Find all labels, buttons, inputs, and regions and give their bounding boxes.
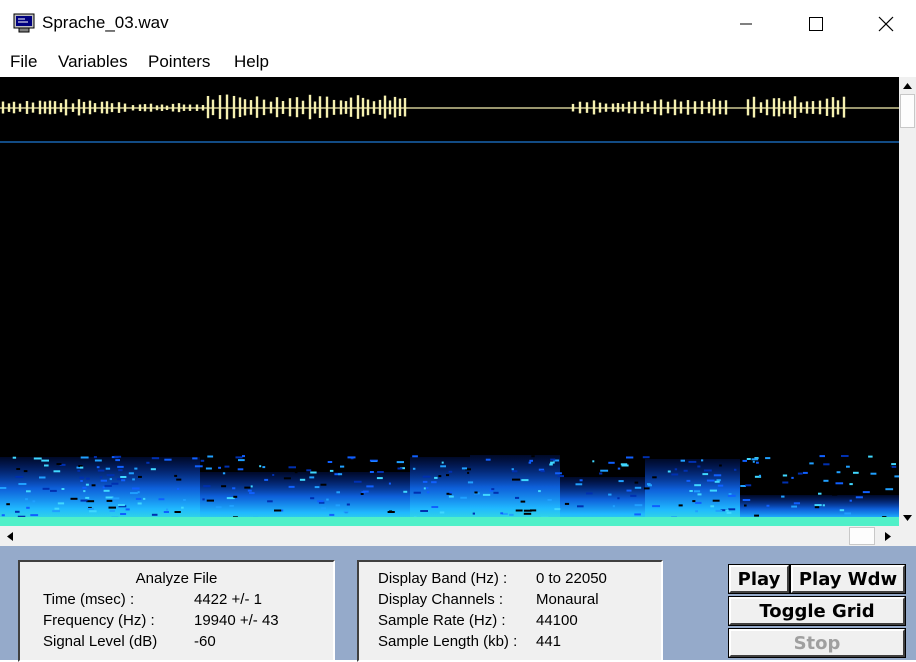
play-window-button[interactable]: Play Wdw [791,565,905,593]
display-channels-label: Display Channels : [378,591,503,608]
spectral-energy [0,455,899,526]
scroll-down-button[interactable] [899,509,916,526]
sample-rate-label: Sample Rate (Hz) : [378,612,506,629]
maximize-icon [808,16,824,32]
arrow-down-icon [903,515,912,521]
minimize-icon [739,17,753,31]
time-value: 4422 +/- 1 [194,591,262,608]
signal-level-value: -60 [194,633,216,650]
scroll-right-button[interactable] [876,526,899,546]
sample-length-label: Sample Length (kb) : [378,633,517,650]
display-info-panel: Display Band (Hz) : 0 to 22050 Display C… [357,560,663,662]
time-label: Time (msec) : [43,591,134,608]
waveform-trace [0,95,899,120]
frequency-label: Frequency (Hz) : [43,612,155,629]
app-monitor-icon [13,13,35,33]
window-title: Sprache_03.wav [42,13,169,33]
analyze-heading: Analyze File [20,570,333,587]
maximize-button[interactable] [792,0,840,47]
sample-rate-value: 44100 [536,612,578,629]
play-button[interactable]: Play [729,565,789,593]
toggle-grid-button[interactable]: Toggle Grid [729,597,905,625]
title-bar: Sprache_03.wav [0,0,916,47]
control-area: Analyze File Time (msec) : 4422 +/- 1 Fr… [0,546,916,660]
arrow-right-icon [885,532,891,541]
spectrogram-display[interactable] [0,77,899,526]
menu-pointers[interactable]: Pointers [148,52,210,72]
close-button[interactable] [862,0,910,47]
arrow-left-icon [7,532,13,541]
close-icon [878,16,894,32]
vertical-scrollbar[interactable] [899,77,916,526]
frequency-value: 19940 +/- 43 [194,612,279,629]
stop-button[interactable]: Stop [729,629,905,657]
vertical-scroll-thumb[interactable] [900,94,915,128]
horizontal-scrollbar[interactable] [0,526,899,546]
display-channels-value: Monaural [536,591,599,608]
menu-help[interactable]: Help [234,52,269,72]
scrollbar-corner [899,526,916,546]
scroll-left-button[interactable] [0,526,20,546]
menu-variables[interactable]: Variables [58,52,128,72]
minimize-button[interactable] [722,0,770,47]
horizontal-scroll-thumb[interactable] [849,527,875,545]
spectrogram-canvas [0,77,899,526]
menu-bar: File Variables Pointers Help [0,47,916,77]
signal-level-label: Signal Level (dB) [43,633,157,650]
analyze-file-panel: Analyze File Time (msec) : 4422 +/- 1 Fr… [18,560,335,662]
menu-file[interactable]: File [10,52,37,72]
sample-length-value: 441 [536,633,561,650]
arrow-up-icon [903,83,912,89]
display-band-value: 0 to 22050 [536,570,607,587]
display-band-label: Display Band (Hz) : [378,570,507,587]
scroll-up-button[interactable] [899,77,916,94]
